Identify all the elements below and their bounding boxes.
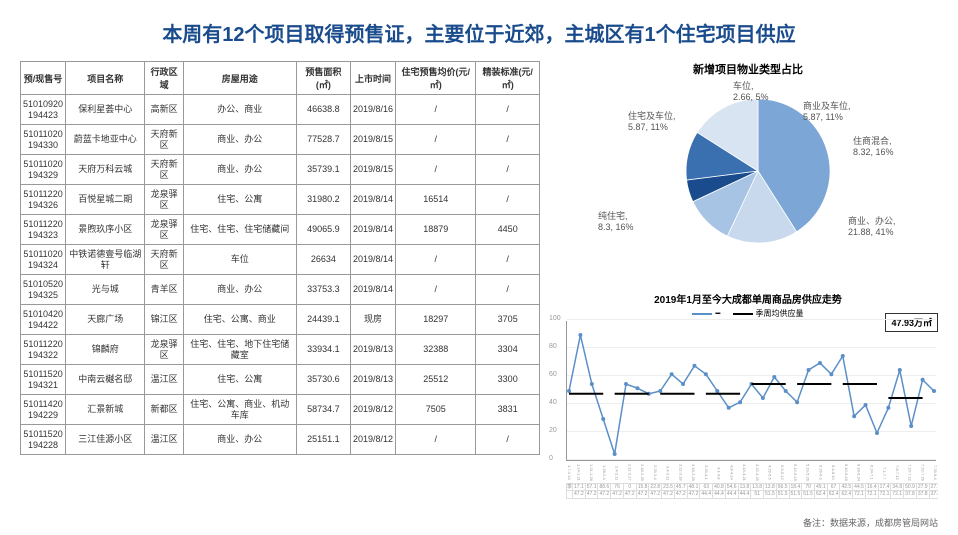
table-row: 51010520194325光与城青羊区商业、办公33753.32019/8/1… [21,275,540,305]
table-row: 51011020194330蔚蓝卡地亚中心天府新区商业、办公77528.7201… [21,125,540,155]
table-header: 精装标准(元/㎡) [476,62,540,95]
pie-title: 新增项目物业类型占比 [558,61,938,77]
footnote: 备注：数据来源，成都房管局网站 [803,516,938,529]
table-row: 51011520194321中南云樾名邸温江区住宅、公寓35730.62019/… [21,365,540,395]
table-row: 51011520194228三江佳源小区温江区商业、办公25151.12019/… [21,425,540,455]
pie-chart: 商业、办公,21.88, 41%住商混合,8.32, 16%商业及车位,5.87… [558,81,938,281]
table-header: 行政区域 [145,62,184,95]
table-row: 51011220194326百悦星城二期龙泉驿区住宅、公寓31980.22019… [21,185,540,215]
table-header: 房屋用途 [183,62,296,95]
table-row: 51011020194329天府万科云城天府新区商业、办公35739.12019… [21,155,540,185]
page-title: 本周有12个项目取得预售证，主要位于近郊，主城区有1个住宅项目供应 [0,0,958,61]
table-header: 住宅预售均价(元/㎡) [396,62,476,95]
table-header: 预售面积(㎡) [296,62,350,95]
table-header: 预/现售号 [21,62,66,95]
line-legend: ━ 季周均供应量 [558,308,938,319]
table-row: 51011220194322锦麟府龙泉驿区住宅、住宅、地下住宅储藏室33934.… [21,335,540,365]
table-header: 上市时间 [350,62,395,95]
table-row: 51011020194324中铁诺德壹号临湖轩天府新区车位266342019/8… [21,245,540,275]
projects-table: 预/现售号项目名称行政区域房屋用途预售面积(㎡)上市时间住宅预售均价(元/㎡)精… [20,61,540,455]
table-row: 51011420194229汇景新城新都区住宅、公寓、商业、机动车库58734.… [21,395,540,425]
table-row: 51011220194323景煦玖序小区龙泉驿区住宅、住宅、住宅储藏间49065… [21,215,540,245]
table-header: 项目名称 [66,62,145,95]
table-row: 51010420194422天廊广场锦江区住宅、公寓、商业24439.1现房18… [21,305,540,335]
table-row: 51010920194423保利星荟中心高新区办公、商业46638.82019/… [21,95,540,125]
line-title: 2019年1月至今大成都单周商品房供应走势 [558,291,938,306]
line-chart: 47.93万㎡ 020406080100 [566,321,936,461]
